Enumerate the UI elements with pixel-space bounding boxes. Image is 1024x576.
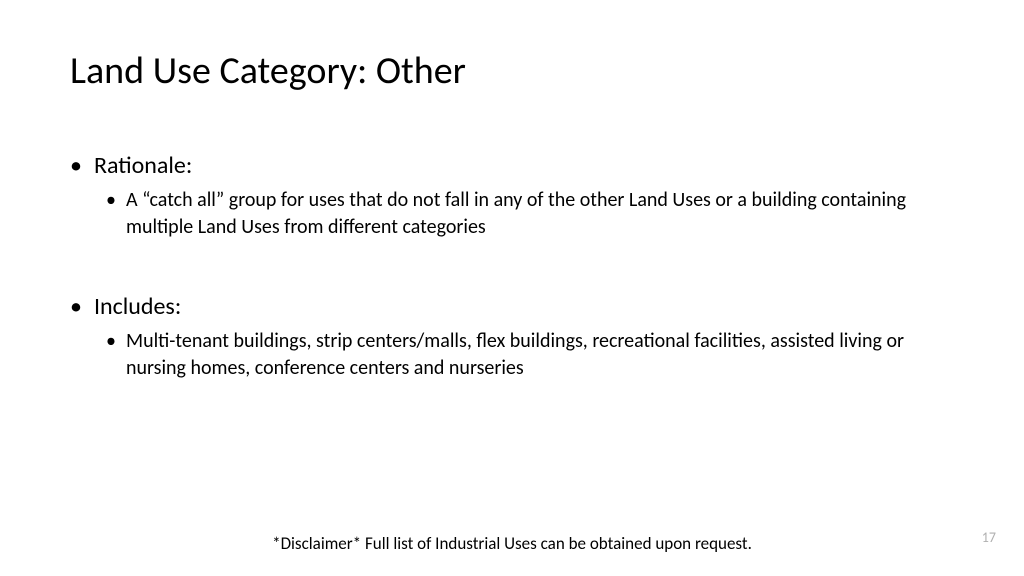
bullet-marker-icon: • — [70, 150, 82, 181]
disclaimer-text: *Disclaimer* Full list of Industrial Use… — [0, 533, 1024, 554]
bullet-marker-icon: • — [106, 187, 116, 214]
bullet-includes: • Includes: — [70, 291, 954, 322]
bullet-heading: Includes: — [94, 291, 181, 322]
slide-content: • Rationale: • A “catch all” group for u… — [70, 150, 954, 388]
bullet-heading: Rationale: — [94, 150, 192, 181]
sub-bullet-text: A “catch all” group for uses that do not… — [126, 187, 954, 241]
bullet-marker-icon: • — [106, 328, 116, 355]
bullet-rationale: • Rationale: — [70, 150, 954, 181]
slide-title: Land Use Category: Other — [70, 48, 466, 94]
page-number: 17 — [982, 529, 996, 546]
section-spacer — [70, 247, 954, 291]
bullet-marker-icon: • — [70, 291, 82, 322]
sub-bullet-rationale: • A “catch all” group for uses that do n… — [106, 187, 954, 241]
sub-bullet-includes: • Multi-tenant buildings, strip centers/… — [106, 328, 954, 382]
sub-bullet-text: Multi-tenant buildings, strip centers/ma… — [126, 328, 954, 382]
